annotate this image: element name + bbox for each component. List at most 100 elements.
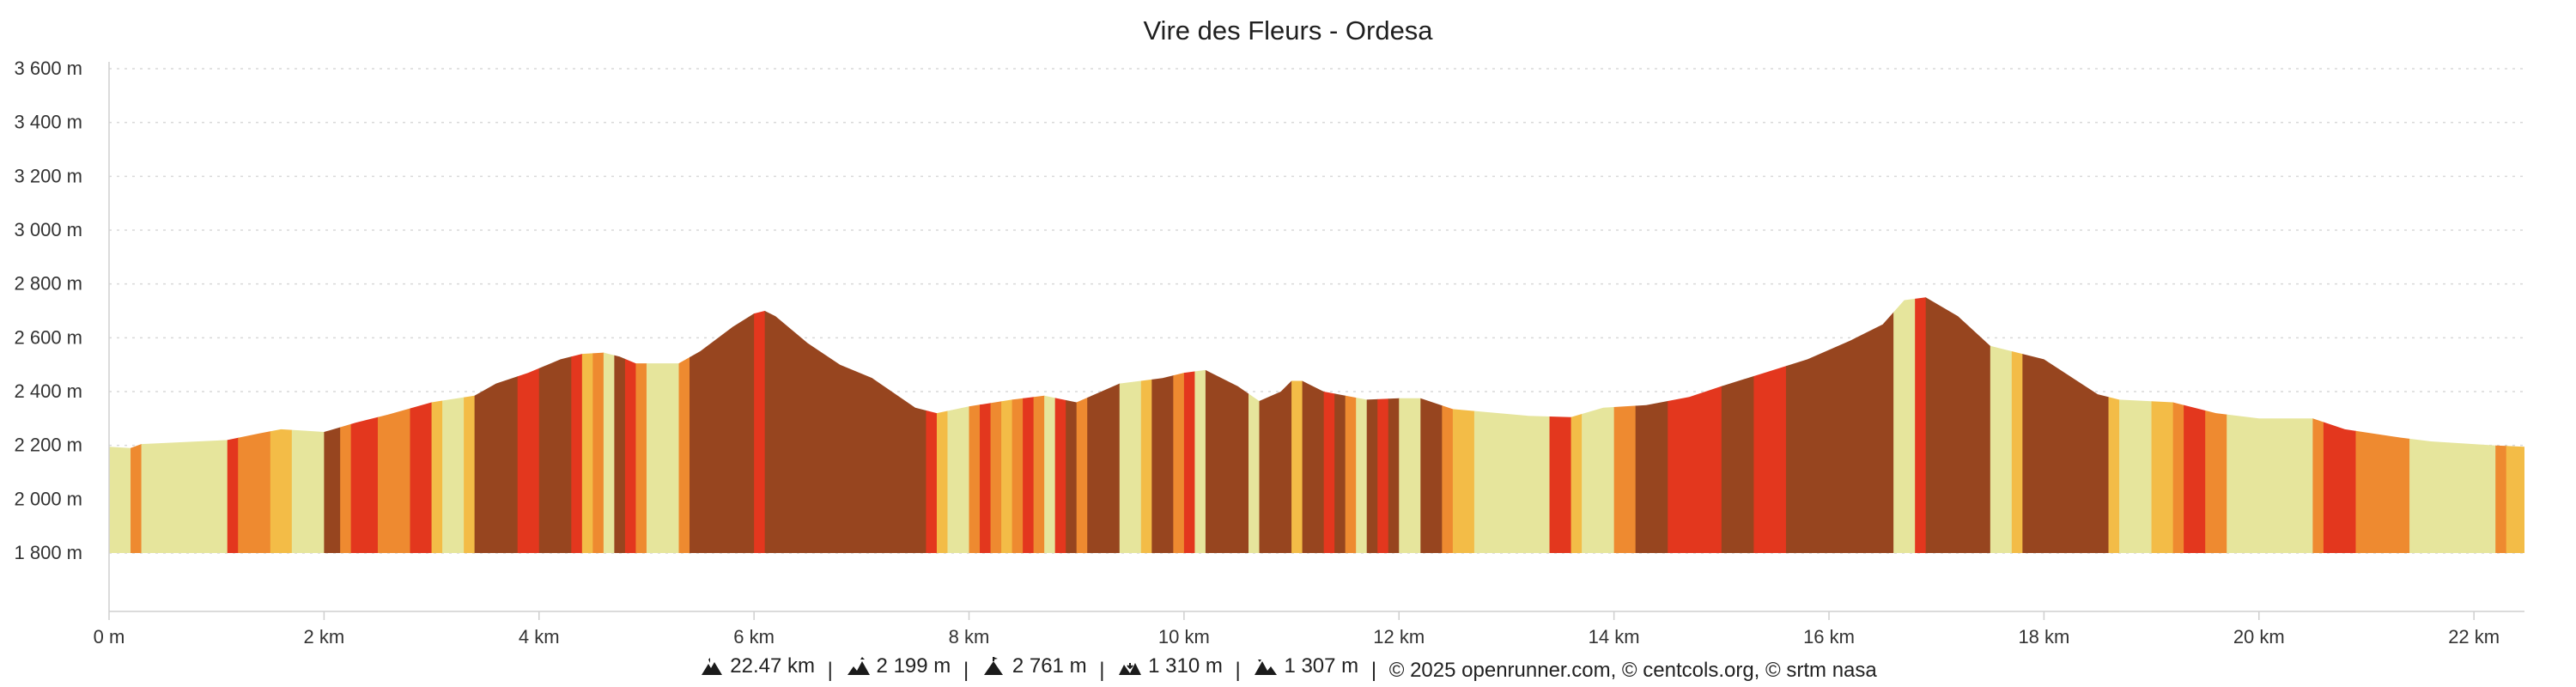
x-tick-label: 12 km [1373,626,1425,647]
max-altitude-stat: 2 761 m [981,654,1087,678]
slope-band [947,297,970,553]
slope-band [764,297,927,553]
slope-band [690,297,755,553]
slope-band [603,297,615,553]
axes [108,62,2524,620]
slope-band [1420,297,1443,553]
slope-band [2312,297,2324,553]
y-tick-labels: 1 800 m 2 000 m 2 200 m 2 400 m 2 600 m 2 800… [15,58,83,563]
slope-band [614,297,626,553]
x-tick-label: 2 km [304,626,345,647]
y-tick-label: 2 000 m [15,488,83,509]
slope-band [410,297,433,553]
slope-band [2409,297,2496,553]
x-tick-label: 22 km [2448,626,2500,647]
slope-band [1076,297,1088,553]
slope-band [2227,297,2313,553]
slope-band [538,297,572,553]
slope-band [270,297,293,553]
slope-band [1259,297,1292,553]
elevation-loss-icon [1255,660,1278,675]
slope-band [1066,297,1078,553]
elevation-loss-stat: 1 307 m [1253,654,1358,678]
slope-band [431,297,443,553]
slope-band [517,297,540,553]
y-tick-label: 1 800 m [15,542,83,563]
separator: | [1235,659,1241,682]
slope-band [340,297,352,553]
slope-band [1033,297,1045,553]
slope-band [678,297,690,553]
slope-band [980,297,992,553]
elevation-loss-value: 1 307 m [1284,654,1359,678]
y-tick-label: 2 600 m [15,326,83,348]
slope-band [936,297,949,553]
y-tick-label: 3 600 m [15,58,83,79]
slope-band [581,297,593,553]
slope-band [1473,297,1551,553]
slope-band [1668,297,1722,553]
distance-value: 22.47 km [730,654,815,678]
slope-band [624,297,637,553]
slope-band [1302,297,1325,553]
slope-band [1635,297,1668,553]
slope-band [1323,297,1335,553]
slope-band [2184,297,2206,553]
slope-band [131,297,143,553]
slope-band [1205,297,1249,553]
slope-band [1194,297,1206,553]
slope-band [1119,297,1142,553]
distance-stat: 22.47 km [699,654,815,678]
slope-band [1893,297,1916,553]
chart-title: Vire des Fleurs - Ordesa [1143,15,1433,46]
slope-band [324,297,341,553]
x-tick-labels: 0 m 2 km 4 km 6 km 8 km 10 km 12 km 14 km 16 km 1… [94,626,2500,647]
slope-band [1753,297,1787,553]
slope-band [990,297,1002,553]
slope-band [1399,297,1421,553]
slope-band [926,297,938,553]
slope-band [1452,297,1475,553]
x-tick-label: 10 km [1158,626,1210,647]
elevation-gain-stat: 2 199 m [846,654,951,678]
slope-band [2495,297,2507,553]
slope-band [1044,297,1056,553]
x-tick-label: 16 km [1803,626,1855,647]
slope-band [1012,297,1024,553]
slope-band [1334,297,1346,553]
slope-band [1001,297,1013,553]
slope-band [2506,297,2524,553]
slope-band [1173,297,1185,553]
slope-band [464,297,476,553]
elevation-gain-value: 2 199 m [876,654,951,678]
slope-band [1377,297,1389,553]
credits-text: © 2025 openrunner.com, © centcols.org, ©… [1388,659,1877,682]
slope-band [969,297,981,553]
slope-band [1442,297,1454,553]
separator: | [1099,659,1105,682]
max-altitude-icon [983,657,1003,675]
slope-band [1291,297,1303,553]
slope-band [754,297,766,553]
slope-band [2355,297,2410,553]
slope-band [1345,297,1357,553]
slope-band [2108,297,2120,553]
slope-band [592,297,605,553]
slope-band [2205,297,2227,553]
slope-bands [109,297,2524,553]
slope-band [1054,297,1066,553]
y-tick-label: 2 200 m [15,435,83,456]
slope-band [2022,297,2110,553]
min-altitude-icon [1119,663,1142,675]
min-altitude-value: 1 310 m [1148,654,1223,678]
separator: | [963,659,969,682]
x-tick-label: 18 km [2018,626,2069,647]
y-tick-label: 2 400 m [15,380,83,402]
slope-band [141,297,228,553]
slope-band [1151,297,1174,553]
slope-band [2119,297,2153,553]
slope-band [1721,297,1754,553]
x-tick-label: 4 km [519,626,560,647]
x-tick-label: 14 km [1589,626,1640,647]
